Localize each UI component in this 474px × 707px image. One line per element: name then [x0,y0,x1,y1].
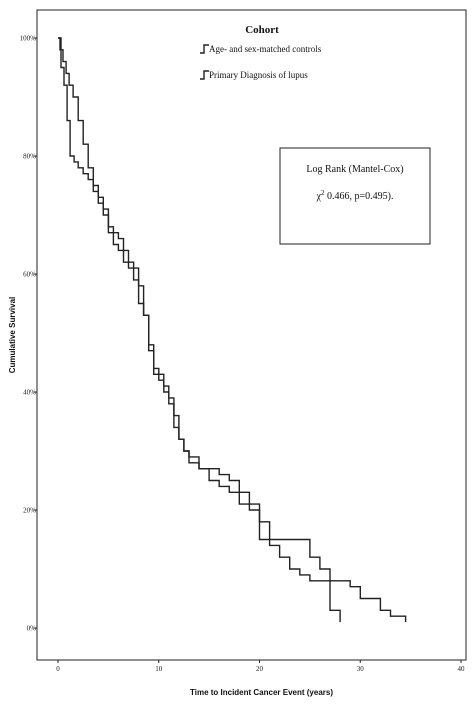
annotation-box [279,147,431,245]
annotation-line-2: χ2 0.466, p=0.495). [316,189,394,202]
x-tick-label: 40 [458,665,466,673]
y-tick-label: 100% [20,35,37,43]
legend-label-lupus: Primary Diagnosis of lupus [209,70,308,80]
legend-title: Cohort [245,24,279,36]
y-axis-title: Cumulative Survival [8,297,17,373]
annotation-line-1: Log Rank (Mantel-Cox) [306,164,403,175]
series-group [58,37,407,623]
y-tick-label: 20% [23,507,36,515]
x-axis-ticks: 0 10 20 30 40 [56,660,465,673]
x-tick-label: 20 [256,665,264,673]
annotation-stats: 0.466, p=0.495). [324,191,393,202]
series-line-lupus [58,37,407,623]
legend-marker-controls [200,44,209,54]
plot-area-frame [36,9,467,661]
y-tick-label: 80% [23,153,36,161]
legend: Cohort Age- and sex-matched controls Pri… [200,24,322,80]
x-tick-label: 0 [56,665,60,673]
x-axis-title: Time to Incident Cancer Event (years) [190,688,333,697]
log-rank-annotation: Log Rank (Mantel-Cox) χ2 0.466, p=0.495)… [279,147,431,245]
y-tick-label: 40% [23,389,36,397]
y-axis-ticks: 0% 20% 40% 60% 80% 100% [20,35,37,633]
annotation-superscript: 2 [321,189,325,197]
legend-label-controls: Age- and sex-matched controls [209,44,322,54]
legend-marker-lupus [200,70,209,80]
y-tick-label: 60% [23,271,36,279]
y-tick-label: 0% [27,625,37,633]
annotation-chi: χ [316,191,322,202]
x-tick-label: 10 [155,665,163,673]
x-tick-label: 30 [357,665,365,673]
series-line-controls [58,37,341,623]
